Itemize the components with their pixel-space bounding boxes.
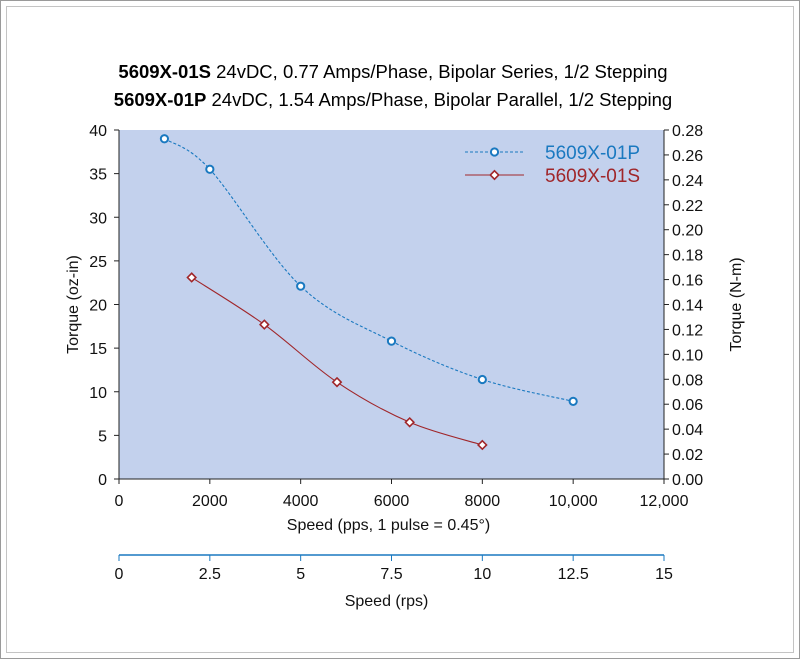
data-point [386, 336, 397, 346]
data-point [186, 272, 197, 283]
chart-title-line-2: 5609X-01P 24vDC, 1.54 Amps/Phase, Bipola… [0, 89, 793, 111]
y-tick-label: 15 [89, 341, 107, 358]
data-point [296, 281, 306, 291]
data-point [568, 396, 578, 406]
y2-tick-label: 0.24 [672, 173, 703, 190]
x-tick-label: 2000 [192, 493, 228, 510]
chart-title-line-1: 5609X-01S 24vDC, 0.77 Amps/Phase, Bipola… [0, 61, 793, 83]
y2-tick-label: 0.26 [672, 148, 703, 165]
title-model-s: 5609X-01S [118, 61, 211, 82]
legend-marker [489, 169, 500, 181]
title-spec-s: 24vDC, 0.77 Amps/Phase, Bipolar Series, … [210, 61, 668, 82]
x2-tick-label: 15 [655, 566, 673, 583]
y2-tick-label: 0.20 [672, 223, 703, 240]
data-point [404, 416, 415, 428]
y-tick-label: 40 [89, 123, 107, 140]
x2-axis-label: Speed (rps) [345, 593, 429, 610]
title-spec-p: 24vDC, 1.54 Amps/Phase, Bipolar Parallel… [206, 89, 673, 110]
legend-marker [489, 147, 500, 157]
y-tick-label: 20 [89, 298, 107, 315]
series-5609X-01P [159, 134, 578, 406]
legend-label: 5609X-01S [545, 166, 640, 187]
series-layer [159, 134, 578, 451]
x-tick-label: 8000 [465, 493, 501, 510]
y-tick-label: 30 [89, 210, 107, 227]
plot-area [119, 130, 664, 479]
y2-tick-label: 0.14 [672, 298, 703, 315]
x2-tick-label: 5 [296, 566, 305, 583]
inner-frame [6, 6, 794, 653]
y2-tick-label: 0.06 [672, 397, 703, 414]
y2-tick-label: 0.12 [672, 322, 703, 339]
y2-tick-label: 0.04 [672, 422, 703, 439]
y2-tick-label: 0.22 [672, 198, 703, 215]
data-point [331, 376, 343, 388]
x-tick-label: 10,000 [549, 493, 598, 510]
x2-tick-label: 7.5 [380, 566, 402, 583]
data-point [477, 439, 488, 451]
y2-tick-label: 0.00 [672, 472, 703, 489]
x-tick-label: 6000 [374, 493, 410, 510]
x2-tick-label: 0 [115, 566, 124, 583]
title-model-p: 5609X-01P [113, 89, 207, 110]
y-tick-label: 35 [89, 167, 107, 184]
y-axis-label: Torque (oz-in) [65, 255, 82, 354]
x-tick-label: 4000 [283, 493, 319, 510]
y2-tick-label: 0.02 [672, 447, 703, 464]
y2-axis-label: Torque (N-m) [728, 257, 745, 351]
series-5609X-01S [186, 272, 488, 451]
y2-tick-label: 0.10 [672, 347, 703, 364]
legend-label: 5609X-01P [545, 143, 640, 164]
y-tick-label: 5 [98, 428, 107, 445]
x-axis-label: Speed (pps, 1 pulse = 0.45°) [287, 517, 490, 534]
x2-tick-label: 12.5 [558, 566, 589, 583]
y-tick-label: 10 [89, 385, 107, 402]
x-tick-label: 12,000 [640, 493, 689, 510]
axes: 0 5 10 15 20 25 30 35 40 0.00 0.02 0.04 0.06 0.08 0.10… [89, 123, 703, 583]
y2-tick-label: 0.28 [672, 123, 703, 140]
data-point [477, 374, 487, 385]
y2-tick-label: 0.18 [672, 248, 703, 265]
y-tick-label: 0 [98, 472, 107, 489]
data-point [159, 134, 170, 144]
x2-tick-label: 2.5 [199, 566, 221, 583]
y-tick-label: 25 [89, 254, 107, 271]
y2-tick-label: 0.16 [672, 273, 703, 290]
y2-tick-label: 0.08 [672, 372, 703, 389]
data-point [205, 164, 215, 174]
x-tick-label: 0 [115, 493, 124, 510]
data-point [259, 319, 270, 330]
x2-tick-label: 10 [473, 566, 491, 583]
